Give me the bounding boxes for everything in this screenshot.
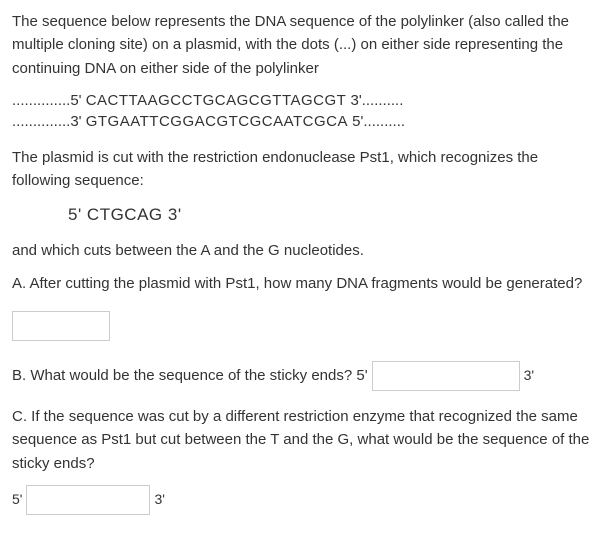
question-c: C. If the sequence was cut by a differen… bbox=[12, 405, 594, 475]
answer-b-input[interactable] bbox=[372, 361, 520, 391]
question-a: A. After cutting the plasmid with Pst1, … bbox=[12, 272, 594, 295]
seq-bot-suffix: 5'.......... bbox=[348, 113, 405, 130]
seq-bot-seq: GTGAATTCGGACGTCGCAATCGCA bbox=[86, 113, 348, 130]
paragraph-2: The plasmid is cut with the restriction … bbox=[12, 146, 594, 193]
seq-top-prefix: ..............5' bbox=[12, 92, 86, 109]
answer-a-input[interactable] bbox=[12, 311, 110, 341]
paragraph-3: and which cuts between the A and the G n… bbox=[12, 239, 594, 262]
seq-top-suffix: 3'.......... bbox=[346, 92, 403, 109]
question-b-row: B. What would be the sequence of the sti… bbox=[12, 361, 594, 391]
sequence-bottom: ..............3' GTGAATTCGGACGTCGCAATCGC… bbox=[12, 111, 594, 132]
seq-bot-prefix: ..............3' bbox=[12, 113, 86, 130]
question-c-suffix: 3' bbox=[154, 489, 164, 511]
intro-paragraph: The sequence below represents the DNA se… bbox=[12, 10, 594, 80]
sequence-block: ..............5' CACTTAAGCCTGCAGCGTTAGCG… bbox=[12, 90, 594, 132]
question-c-prefix: 5' bbox=[12, 489, 22, 511]
question-b-suffix: 3' bbox=[524, 365, 534, 387]
sequence-top: ..............5' CACTTAAGCCTGCAGCGTTAGCG… bbox=[12, 90, 594, 111]
question-b-prefix: B. What would be the sequence of the sti… bbox=[12, 364, 368, 387]
answer-c-row: 5' 3' bbox=[12, 485, 594, 515]
recognition-sequence: 5' CTGCAG 3' bbox=[68, 202, 594, 228]
answer-c-input[interactable] bbox=[26, 485, 150, 515]
answer-a-row bbox=[12, 305, 594, 341]
seq-top-seq: CACTTAAGCCTGCAGCGTTAGCGT bbox=[86, 92, 347, 109]
